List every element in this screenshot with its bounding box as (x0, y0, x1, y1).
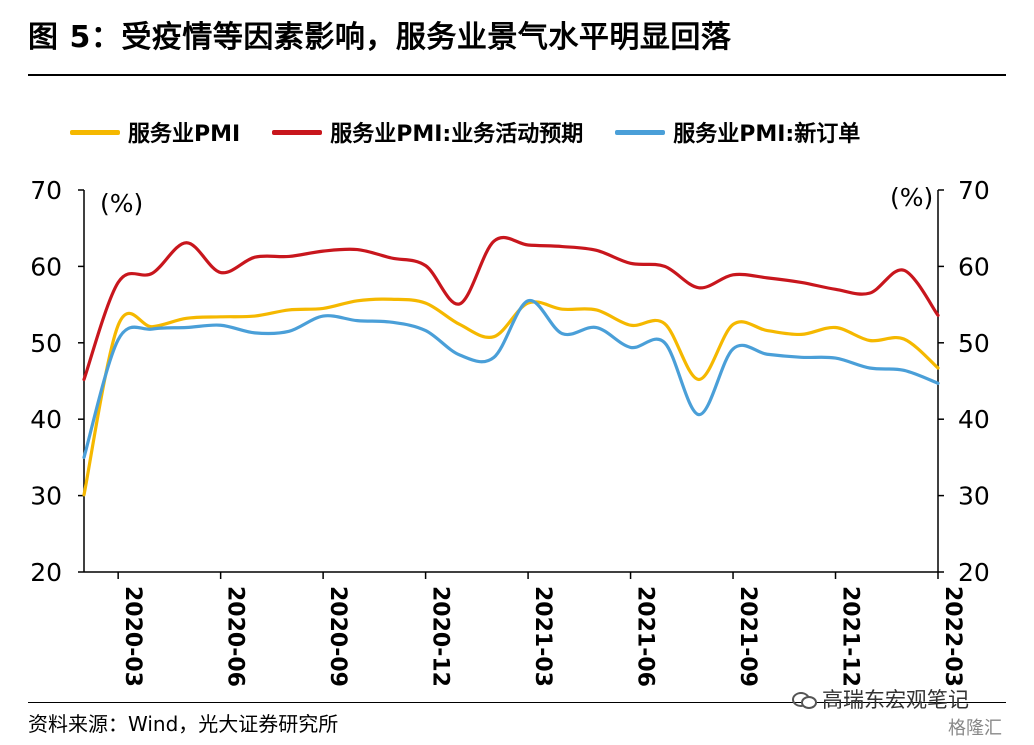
legend-item-services-pmi: 服务业PMI (70, 116, 240, 148)
source-divider (28, 702, 1006, 703)
x-tick-label: 2021-06 (633, 586, 658, 687)
y-tick-label-right: 30 (958, 482, 990, 511)
y-unit-label-left: (%) (100, 189, 143, 218)
legend-swatch-yellow (70, 129, 120, 135)
legend: 服务业PMI 服务业PMI:业务活动预期 服务业PMI:新订单 (70, 116, 860, 148)
legend-label-business-expectations: 服务业PMI:业务活动预期 (330, 122, 584, 147)
legend-label-services-pmi: 服务业PMI (128, 122, 241, 147)
x-tick-label: 2020-09 (325, 586, 350, 687)
wechat-icon (792, 690, 817, 709)
legend-swatch-blue (615, 129, 666, 135)
x-tick-label: 2021-09 (735, 586, 760, 687)
series-line-red (82, 235, 940, 382)
x-tick-label: 2021-03 (530, 586, 555, 687)
legend-item-new-orders: 服务业PMI:新订单 (615, 116, 860, 148)
watermark-text: 高瑞东宏观笔记 (822, 688, 969, 712)
line-chart: 20 20 30 30 40 40 50 50 60 60 70 70 (%) (%) 2020-03 202… (30, 176, 990, 687)
y-tick-label-right: 40 (958, 405, 990, 434)
x-tick-label: 2020-12 (428, 586, 453, 687)
source-note: 资料来源：Wind，光大证券研究所 (28, 712, 339, 736)
y-tick-label-left: 20 (30, 558, 62, 587)
y-unit-label-right: (%) (890, 183, 933, 212)
series-line-yellow (82, 297, 940, 497)
legend-label-new-orders: 服务业PMI:新订单 (673, 122, 861, 147)
x-tick-label: 2022-03 (940, 586, 965, 687)
watermark: 高瑞东宏观笔记 (792, 684, 969, 714)
y-tick-label-right: 70 (958, 176, 990, 205)
legend-item-business-expectations: 服务业PMI:业务活动预期 (272, 116, 583, 148)
y-tick-label-left: 50 (30, 329, 62, 358)
y-tick-label-right: 50 (958, 329, 990, 358)
x-tick-label: 2020-06 (223, 586, 248, 687)
x-tick-label: 2020-03 (120, 586, 145, 687)
badge-logo: 格隆汇 (948, 718, 1002, 739)
y-tick-label-right: 20 (958, 558, 990, 587)
chart-title: 图 5：受疫情等因素影响，服务业景气水平明显回落 (28, 20, 732, 55)
y-tick-label-left: 70 (30, 176, 62, 205)
y-tick-label-right: 60 (958, 252, 990, 281)
series-line-blue (82, 299, 940, 459)
title-divider (28, 74, 1006, 76)
y-tick-label-left: 30 (30, 482, 62, 511)
legend-swatch-red (272, 129, 323, 135)
x-tick-label: 2021-12 (838, 586, 863, 687)
y-tick-label-left: 60 (30, 252, 62, 281)
y-tick-label-left: 40 (30, 405, 62, 434)
